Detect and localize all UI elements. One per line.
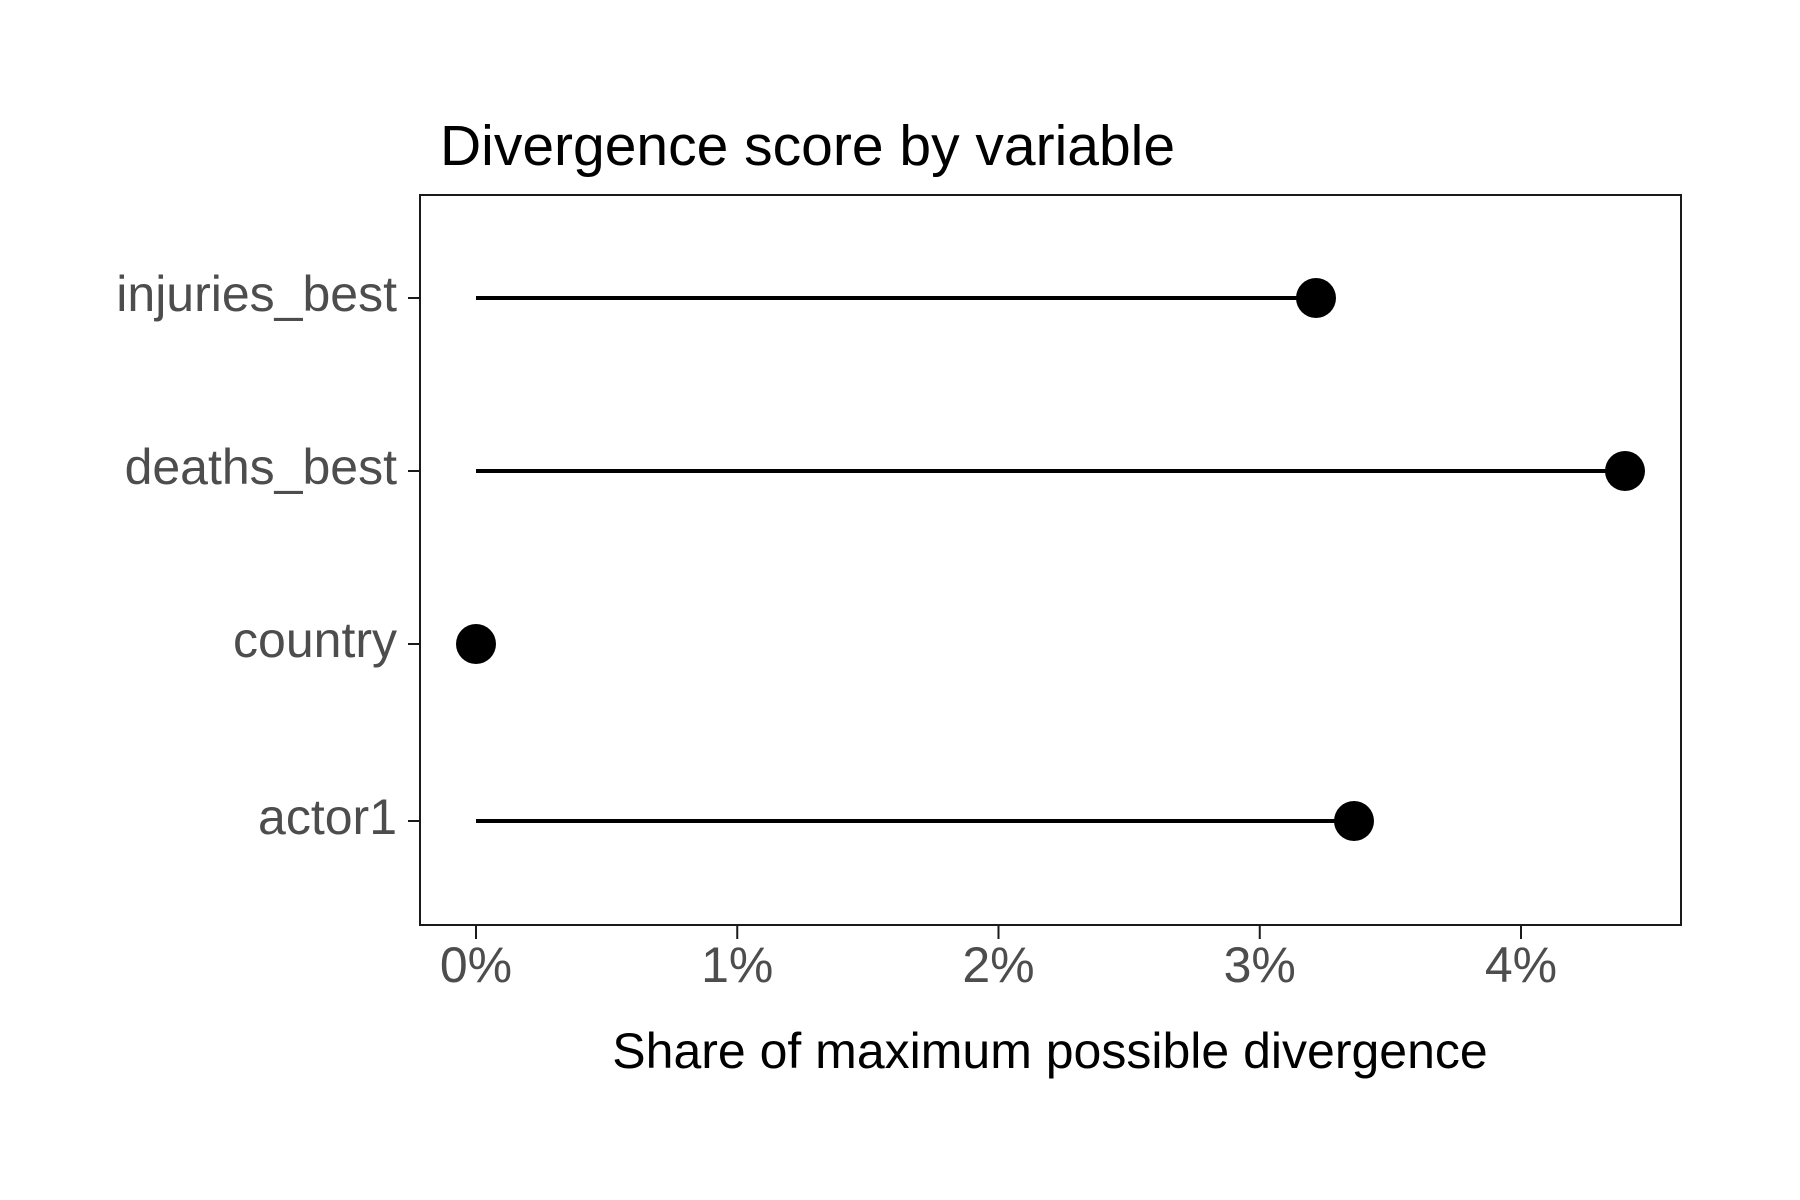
svg-text:0%: 0% (440, 937, 512, 993)
svg-text:country: country (233, 612, 397, 668)
svg-text:3%: 3% (1224, 937, 1296, 993)
svg-text:injuries_best: injuries_best (116, 266, 397, 322)
svg-text:Share of maximum possible dive: Share of maximum possible divergence (612, 1023, 1487, 1079)
svg-text:1%: 1% (701, 937, 773, 993)
svg-text:deaths_best: deaths_best (125, 439, 398, 495)
svg-text:actor1: actor1 (258, 789, 397, 845)
svg-text:2%: 2% (962, 937, 1034, 993)
svg-text:Divergence score by variable: Divergence score by variable (440, 114, 1175, 178)
svg-text:4%: 4% (1485, 937, 1557, 993)
